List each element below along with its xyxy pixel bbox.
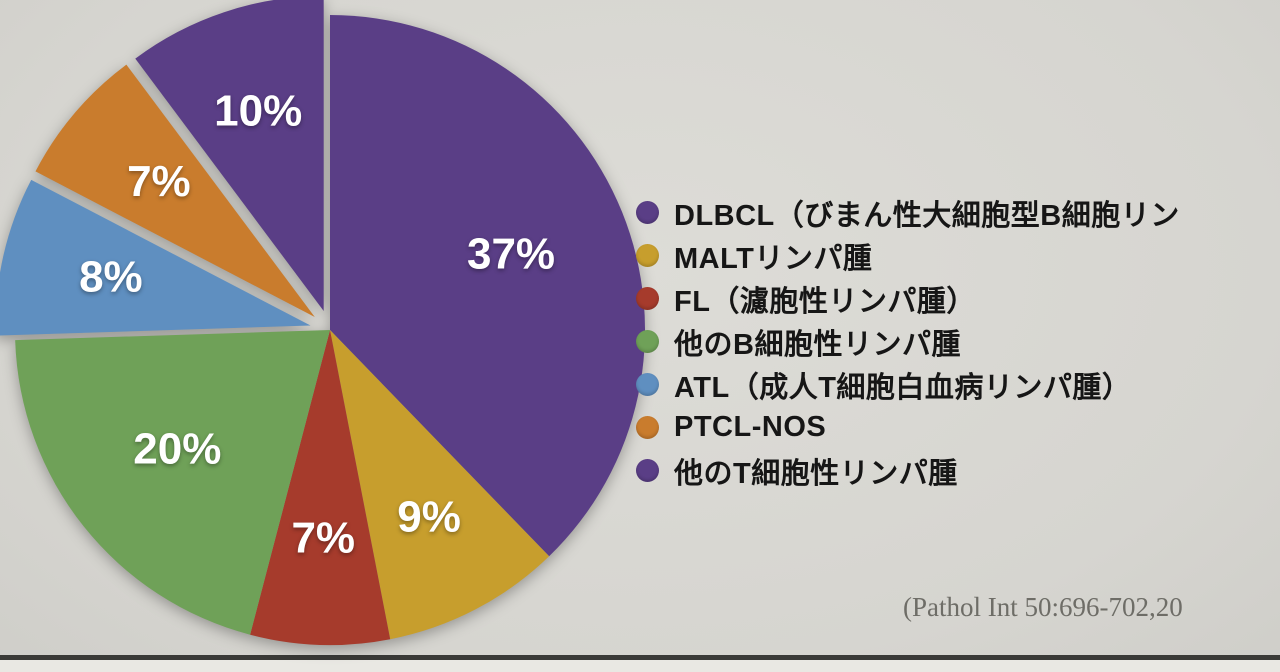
legend-item-other-t-cell: 他のT細胞性リンパ腫 <box>636 454 1280 490</box>
pie-slice-other-b-cell <box>15 330 331 635</box>
legend-label-dlbcl: DLBCL（びまん性大細胞型B細胞リン <box>674 199 1180 232</box>
pie-slice-other-t-cell <box>135 0 324 312</box>
slide-bottom-margin <box>0 660 1280 672</box>
legend-color-dot-ptcl-nos <box>636 416 659 439</box>
legend-color-dot-dlbcl <box>636 201 659 224</box>
pie-percent-label-other-t-cell: 10% <box>214 86 302 135</box>
pie-slice-dlbcl <box>330 15 645 557</box>
legend-color-dot-atl <box>636 373 659 396</box>
legend-item-malt: MALTリンパ腫 <box>636 239 1280 275</box>
citation: (Pathol Int 50:696-702,20 <box>903 592 1183 622</box>
pie-percent-label-malt: 9% <box>397 493 461 542</box>
legend-item-ptcl-nos: PTCL-NOS <box>636 411 1280 444</box>
pie-slice-malt <box>330 330 550 640</box>
pie-slice-atl <box>0 179 311 336</box>
legend-item-atl: ATL（成人T細胞白血病リンパ腫） <box>636 368 1280 404</box>
legend-label-malt: MALTリンパ腫 <box>674 242 873 275</box>
pie-percent-label-atl: 8% <box>79 253 143 302</box>
pie-slice-ptcl-nos <box>35 64 315 318</box>
legend-color-dot-other-t-cell <box>636 459 659 482</box>
legend-item-fl: FL（濾胞性リンパ腫） <box>636 282 1280 318</box>
legend-item-other-b-cell: 他のB細胞性リンパ腫 <box>636 325 1280 361</box>
legend-label-fl: FL（濾胞性リンパ腫） <box>674 285 976 318</box>
pie-slices-group <box>0 0 645 646</box>
legend-item-dlbcl: DLBCL（びまん性大細胞型B細胞リン <box>636 196 1280 232</box>
legend-label-other-b-cell: 他のB細胞性リンパ腫 <box>674 328 961 361</box>
legend-color-dot-other-b-cell <box>636 330 659 353</box>
legend-label-ptcl-nos: PTCL-NOS <box>674 411 827 443</box>
legend: DLBCL（びまん性大細胞型B細胞リン MALTリンパ腫 FL（濾胞性リンパ腫） 他の… <box>636 196 1280 490</box>
pie-percent-label-dlbcl: 37% <box>467 229 555 278</box>
pie-labels-group: 37% 9% 7% 20% 8% 7% 10% <box>79 86 555 562</box>
slide-bottom-rule <box>0 655 1280 660</box>
pie-percent-label-other-b-cell: 20% <box>133 424 221 473</box>
pie-percent-label-ptcl-nos: 7% <box>127 157 191 206</box>
pie-percent-label-fl: 7% <box>291 514 355 563</box>
legend-label-other-t-cell: 他のT細胞性リンパ腫 <box>674 457 958 490</box>
legend-label-atl: ATL（成人T細胞白血病リンパ腫） <box>674 371 1132 404</box>
legend-color-dot-fl <box>636 287 659 310</box>
pie-chart: 37% 9% 7% 20% 8% 7% 10% <box>0 0 645 646</box>
pie-slice-fl <box>250 330 391 646</box>
legend-color-dot-malt <box>636 244 659 267</box>
